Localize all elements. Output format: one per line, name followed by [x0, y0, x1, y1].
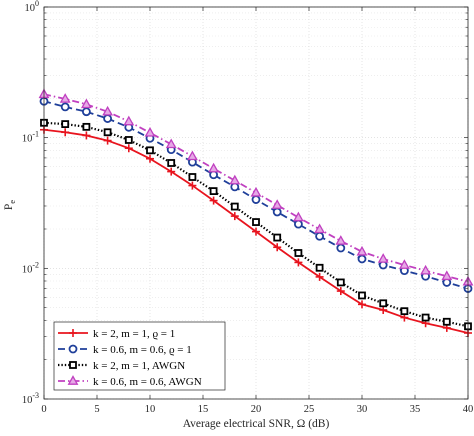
marker-plus: [167, 167, 176, 176]
marker-plus: [69, 329, 77, 337]
marker-plus: [82, 131, 91, 140]
x-tick-label: 10: [145, 404, 156, 415]
marker-triangle: [441, 270, 453, 281]
marker-circle: [315, 231, 325, 241]
marker-triangle: [314, 223, 326, 234]
marker-square: [167, 159, 176, 167]
legend: k = 2, m = 1, ϱ = 1 k = 0.6, m = 0.6, ϱ =…: [53, 321, 226, 391]
marker-plus: [336, 287, 345, 296]
marker-square: [273, 233, 282, 242]
marker-circle: [336, 243, 346, 253]
x-tick-label: 5: [94, 404, 99, 415]
marker-square: [442, 317, 451, 326]
marker-triangle: [398, 259, 410, 269]
x-tick-label: 15: [198, 404, 209, 415]
marker-square: [379, 299, 388, 308]
legend-entry-0: k = 2, m = 1, ϱ = 1: [93, 328, 175, 340]
y-axis-label: Pe: [3, 200, 17, 210]
marker-plus: [188, 181, 197, 190]
x-tick-label: 35: [410, 404, 421, 415]
y-axis-label-sub: e: [7, 200, 17, 204]
marker-circle: [230, 182, 240, 192]
marker-circle: [60, 102, 70, 112]
marker-triangle: [102, 105, 114, 116]
legend-entry-1: k = 0.6, m = 0.6, ϱ = 1: [93, 344, 192, 356]
marker-triangle: [335, 235, 347, 245]
legend-entry-2: k = 2, m = 1, AWGN: [93, 360, 185, 372]
x-axis-label: Average electrical SNR, Ω (dB): [183, 418, 330, 430]
marker-circle: [68, 344, 78, 354]
marker-square: [69, 361, 77, 369]
marker-triangle: [67, 375, 79, 385]
marker-square: [61, 120, 70, 129]
marker-plus: [124, 144, 133, 153]
marker-plus: [358, 300, 366, 309]
marker-plus: [379, 305, 388, 314]
y-axis-label-main: P: [3, 204, 15, 210]
y-tick-label: 100: [25, 0, 40, 14]
marker-plus: [294, 258, 303, 267]
marker-triangle: [292, 211, 304, 222]
marker-plus: [103, 136, 112, 145]
marker-square: [124, 136, 133, 144]
marker-triangle: [271, 199, 283, 209]
marker-plus: [209, 196, 218, 205]
marker-square: [188, 173, 197, 181]
marker-square: [230, 202, 239, 211]
marker-square: [421, 313, 430, 322]
marker-circle: [251, 195, 261, 204]
marker-circle: [82, 107, 91, 117]
marker-triangle: [356, 245, 368, 256]
y-ticks: 100 10-1 10-2 10-3: [22, 0, 468, 406]
x-tick-label: 0: [41, 404, 46, 415]
marker-circle: [293, 219, 303, 229]
marker-square: [294, 249, 303, 257]
legend-entry-3: k = 0.6, m = 0.6, AWGN: [93, 376, 202, 388]
marker-square: [103, 128, 112, 137]
x-tick-label: 30: [357, 404, 368, 415]
x-ticks: 0 5 10 15 20 25 30 35 40: [41, 7, 473, 415]
marker-square: [400, 307, 409, 316]
marker-triangle: [80, 98, 92, 109]
x-tick-label: 25: [304, 404, 315, 415]
marker-triangle: [208, 162, 220, 173]
marker-square: [146, 146, 154, 155]
marker-square: [252, 218, 260, 226]
marker-circle: [357, 254, 367, 264]
marker-plus: [146, 154, 154, 163]
marker-triangle: [186, 150, 198, 161]
x-tick-label: 20: [251, 404, 262, 415]
marker-triangle: [377, 253, 389, 263]
marker-square: [82, 122, 91, 131]
marker-plus: [61, 128, 70, 137]
y-tick-label: 10-2: [22, 260, 39, 275]
marker-square: [209, 187, 218, 196]
marker-triangle: [165, 138, 177, 149]
marker-triangle: [250, 186, 262, 197]
marker-square: [358, 291, 366, 300]
x-tick-label: 40: [463, 404, 474, 415]
marker-square: [315, 263, 324, 272]
marker-triangle: [123, 115, 135, 126]
marker-plus: [230, 212, 239, 221]
marker-triangle: [59, 93, 71, 103]
marker-square: [336, 278, 345, 287]
marker-plus: [252, 227, 260, 236]
marker-circle: [272, 207, 282, 217]
marker-circle: [103, 114, 112, 123]
y-tick-label: 10-3: [22, 391, 39, 406]
marker-plus: [273, 243, 282, 252]
marker-triangle: [420, 264, 432, 275]
marker-triangle: [144, 126, 156, 137]
y-tick-label: 10-1: [22, 130, 39, 145]
marker-triangle: [229, 174, 241, 185]
marker-plus: [315, 272, 324, 281]
